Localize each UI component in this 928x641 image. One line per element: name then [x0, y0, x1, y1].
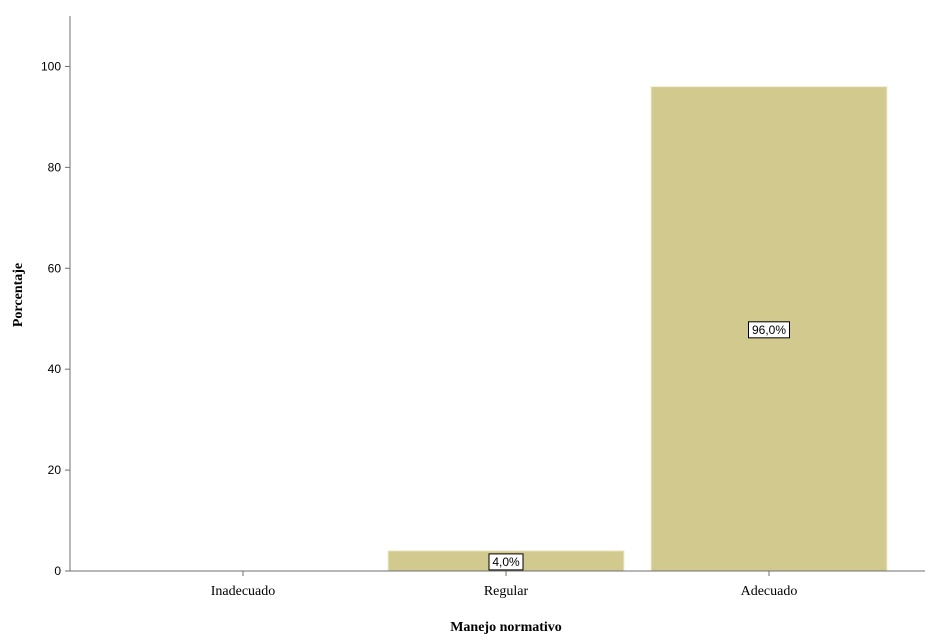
y-tick-label-100: 100: [41, 59, 61, 73]
labels-layer: 0 20 40 60 80 100 Inadecuado Regular Adecuado 4,0…: [41, 59, 797, 599]
data-label-regular: 4,0%: [492, 555, 520, 569]
data-label-box-regular: [488, 553, 524, 571]
data-label-adecuado: 96,0%: [752, 323, 786, 337]
y-tick-label-20: 20: [48, 463, 62, 477]
x-tick-label-adecuado: Adecuado: [741, 584, 798, 599]
y-tick-label-60: 60: [48, 261, 62, 275]
y-tick-label-0: 0: [54, 564, 61, 578]
data-label-box-adecuado: [748, 321, 790, 339]
y-tick-label-40: 40: [48, 362, 62, 376]
x-tick-label-inadecuado: Inadecuado: [211, 584, 276, 599]
axes-layer: [65, 16, 925, 576]
x-tick-label-regular: Regular: [484, 584, 529, 599]
bars-layer: [387, 86, 888, 572]
x-axis-title: Manejo normativo: [450, 620, 562, 635]
y-tick-label-80: 80: [48, 160, 62, 174]
y-axis-title: Porcentaje: [11, 263, 26, 327]
